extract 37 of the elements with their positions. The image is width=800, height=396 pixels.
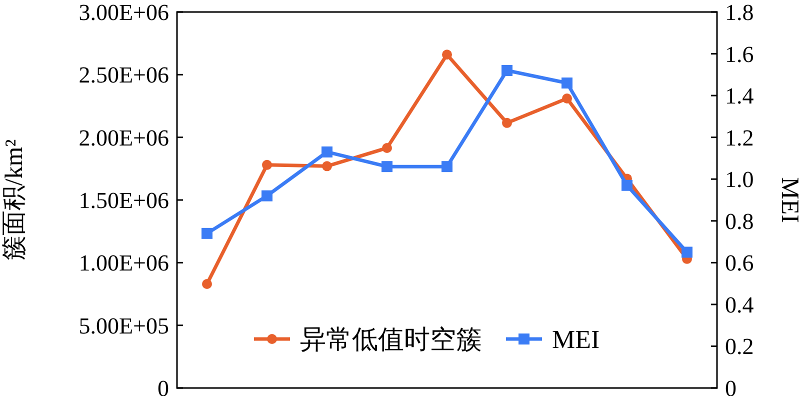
point [562,93,572,104]
y-tick-label: 5.00E+05 [78,313,169,338]
point [502,64,512,76]
y-tick-label: 1.00E+06 [78,250,169,276]
point [322,161,332,172]
point [562,78,572,89]
y2-tick-label: 0.6 [725,250,754,276]
point [622,180,632,191]
y2-tick-label: 1.2 [725,125,754,150]
y-axis-title: 簇面积/km² [1,139,28,261]
y-tick-label: 3.00E+06 [78,0,169,25]
point [262,190,272,202]
y2-tick-label: 0.2 [725,334,754,360]
y2-tick-label: 0.4 [725,292,754,318]
point [382,142,392,153]
y2-tick-label: 1.8 [725,0,754,25]
legend-label: 异常低值时空簇 [300,325,482,354]
y-tick-label: 0 [158,376,169,396]
y2-tick-label: 1.4 [725,84,754,109]
y2-tick-label: 1.6 [725,42,754,67]
point [382,161,392,172]
y2-tick-label: 0.8 [725,208,754,234]
y-tick-label: 2.50E+06 [78,62,169,88]
y2-tick-label: 1.0 [725,167,754,192]
point [682,246,692,258]
point [262,160,272,170]
point [442,161,452,172]
y2-axis-title: MEI [776,177,800,223]
y-tick-label: 2.00E+06 [78,125,169,150]
point [442,50,452,60]
y-tick-label: 1.50E+06 [78,188,169,213]
y2-tick-label: 0 [725,376,736,396]
point [502,118,512,128]
legend-label: MEI [552,325,600,354]
point [322,146,332,158]
point [202,278,212,289]
point [202,228,212,239]
